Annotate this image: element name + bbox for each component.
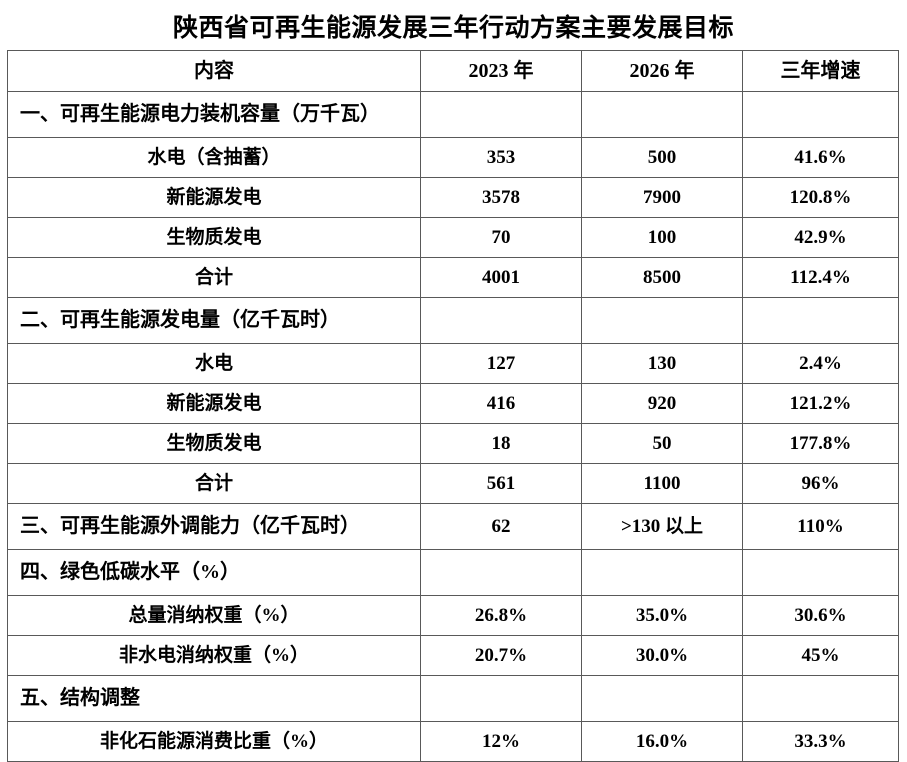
cell-growth	[742, 91, 899, 138]
cell-y2023: 12%	[420, 721, 582, 762]
cell-growth	[742, 297, 899, 344]
cell-y2023: 18	[420, 423, 582, 464]
cell-growth: 120.8%	[742, 177, 899, 218]
cell-y2023: 353	[420, 137, 582, 178]
cell-label: 合计	[7, 463, 421, 504]
cell-label: 新能源发电	[7, 383, 421, 424]
cell-y2026: 30.0%	[581, 635, 743, 676]
table-row: 新能源发电 416 920 121.2%	[7, 383, 899, 424]
cell-growth: 121.2%	[742, 383, 899, 424]
cell-label: 三、可再生能源外调能力（亿千瓦时）	[7, 503, 421, 550]
cell-label: 总量消纳权重（%）	[7, 595, 421, 636]
cell-label: 非水电消纳权重（%）	[7, 635, 421, 676]
table-row: 生物质发电 18 50 177.8%	[7, 423, 899, 464]
cell-y2023: 3578	[420, 177, 582, 218]
cell-label: 四、绿色低碳水平（%）	[7, 549, 421, 596]
table-body: 一、可再生能源电力装机容量（万千瓦） 水电（含抽蓄） 353 500 41.6% 新能源发…	[7, 91, 899, 762]
table-row: 非化石能源消费比重（%） 12% 16.0% 33.3%	[7, 721, 899, 762]
cell-y2026	[581, 91, 743, 138]
cell-label: 水电	[7, 343, 421, 384]
cell-growth: 112.4%	[742, 257, 899, 298]
column-header-growth: 三年增速	[742, 50, 899, 92]
cell-y2026: 8500	[581, 257, 743, 298]
cell-y2023	[420, 675, 582, 722]
cell-growth: 45%	[742, 635, 899, 676]
cell-label: 非化石能源消费比重（%）	[7, 721, 421, 762]
cell-label: 二、可再生能源发电量（亿千瓦时）	[7, 297, 421, 344]
cell-y2023: 20.7%	[420, 635, 582, 676]
goals-table-container: 内容 2023 年 2026 年 三年增速 一、可再生能源电力装机容量（万千瓦）…	[7, 50, 899, 762]
cell-label: 水电（含抽蓄）	[7, 137, 421, 178]
cell-label: 合计	[7, 257, 421, 298]
cell-growth: 2.4%	[742, 343, 899, 384]
cell-y2026: 16.0%	[581, 721, 743, 762]
table-header: 内容 2023 年 2026 年 三年增速	[7, 50, 899, 92]
cell-y2026: 7900	[581, 177, 743, 218]
cell-y2023: 26.8%	[420, 595, 582, 636]
table-row: 水电 127 130 2.4%	[7, 343, 899, 384]
cell-y2023	[420, 549, 582, 596]
table-section-row: 二、可再生能源发电量（亿千瓦时）	[7, 297, 899, 344]
table-row: 生物质发电 70 100 42.9%	[7, 217, 899, 258]
cell-growth: 177.8%	[742, 423, 899, 464]
cell-growth: 96%	[742, 463, 899, 504]
column-header-2026: 2026 年	[581, 50, 743, 92]
cell-y2026: 100	[581, 217, 743, 258]
cell-y2026: 1100	[581, 463, 743, 504]
cell-y2026: 130	[581, 343, 743, 384]
cell-y2026: 50	[581, 423, 743, 464]
cell-y2026: 500	[581, 137, 743, 178]
cell-y2023: 561	[420, 463, 582, 504]
cell-y2026	[581, 549, 743, 596]
cell-y2026: >130 以上	[581, 503, 743, 550]
cell-y2023: 70	[420, 217, 582, 258]
cell-growth: 41.6%	[742, 137, 899, 178]
table-row: 总量消纳权重（%） 26.8% 35.0% 30.6%	[7, 595, 899, 636]
table-section-row: 一、可再生能源电力装机容量（万千瓦）	[7, 91, 899, 138]
cell-y2026: 920	[581, 383, 743, 424]
cell-label: 一、可再生能源电力装机容量（万千瓦）	[7, 91, 421, 138]
cell-label: 五、结构调整	[7, 675, 421, 722]
cell-growth: 110%	[742, 503, 899, 550]
table-section-row: 三、可再生能源外调能力（亿千瓦时） 62 >130 以上 110%	[7, 503, 899, 550]
table-section-row: 五、结构调整	[7, 675, 899, 722]
cell-growth: 33.3%	[742, 721, 899, 762]
table-row: 合计 4001 8500 112.4%	[7, 257, 899, 298]
cell-growth: 30.6%	[742, 595, 899, 636]
table-row: 合计 561 1100 96%	[7, 463, 899, 504]
cell-y2023	[420, 91, 582, 138]
table-section-row: 四、绿色低碳水平（%）	[7, 549, 899, 596]
cell-y2026: 35.0%	[581, 595, 743, 636]
table-header-row: 内容 2023 年 2026 年 三年增速	[7, 50, 899, 92]
cell-growth	[742, 675, 899, 722]
cell-y2026	[581, 297, 743, 344]
cell-y2023: 4001	[420, 257, 582, 298]
column-header-2023: 2023 年	[420, 50, 582, 92]
cell-growth	[742, 549, 899, 596]
cell-label: 新能源发电	[7, 177, 421, 218]
cell-y2023: 416	[420, 383, 582, 424]
cell-y2023: 127	[420, 343, 582, 384]
goals-table: 内容 2023 年 2026 年 三年增速 一、可再生能源电力装机容量（万千瓦）…	[7, 50, 899, 762]
cell-y2023	[420, 297, 582, 344]
page-title: 陕西省可再生能源发展三年行动方案主要发展目标	[172, 15, 734, 42]
cell-label: 生物质发电	[7, 217, 421, 258]
column-header-content: 内容	[7, 50, 421, 92]
table-row: 水电（含抽蓄） 353 500 41.6%	[7, 137, 899, 178]
cell-growth: 42.9%	[742, 217, 899, 258]
cell-y2026	[581, 675, 743, 722]
table-row: 新能源发电 3578 7900 120.8%	[7, 177, 899, 218]
table-row: 非水电消纳权重（%） 20.7% 30.0% 45%	[7, 635, 899, 676]
cell-y2023: 62	[420, 503, 582, 550]
cell-label: 生物质发电	[7, 423, 421, 464]
